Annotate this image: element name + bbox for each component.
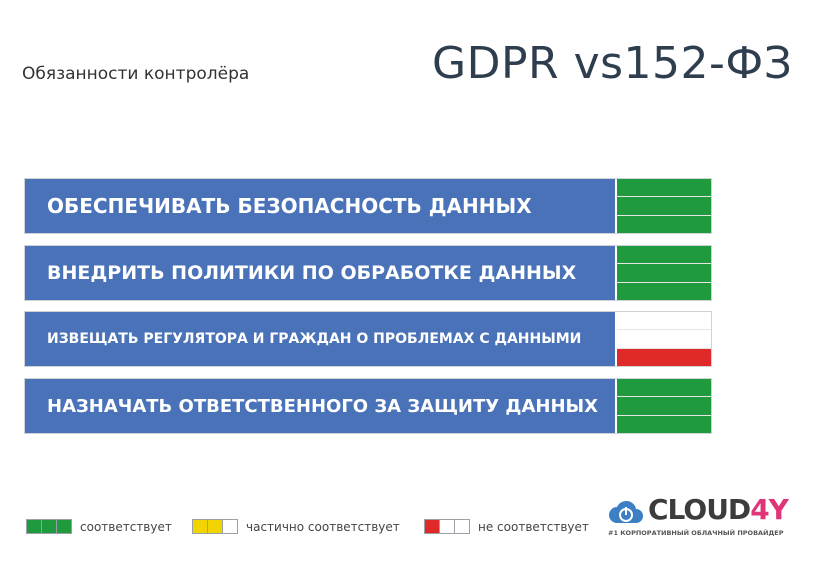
status-cell <box>617 415 711 433</box>
status-cell <box>617 179 711 198</box>
status-indicator <box>615 179 711 233</box>
obligation-row: ИЗВЕЩАТЬ РЕГУЛЯТОРА И ГРАЖДАН О ПРОБЛЕМА… <box>24 311 712 367</box>
legend-item-compliant: соответствует <box>26 519 172 534</box>
page-title: GDPR vs152-ФЗ <box>432 38 793 89</box>
status-cell <box>617 348 711 366</box>
obligation-row: НАЗНАЧАТЬ ОТВЕТСТВЕННОГО ЗА ЗАЩИТУ ДАННЫ… <box>24 378 712 434</box>
obligation-label: НАЗНАЧАТЬ ОТВЕТСТВЕННОГО ЗА ЗАЩИТУ ДАННЫ… <box>25 379 615 433</box>
status-cell <box>617 215 711 233</box>
page-subtitle: Обязанности контролёра <box>22 64 250 84</box>
legend-swatch <box>26 519 72 534</box>
legend-item-partial: частично соответствует <box>192 519 400 534</box>
status-indicator <box>615 246 711 300</box>
status-cell <box>617 379 711 398</box>
status-cell <box>617 197 711 216</box>
status-cell <box>617 397 711 416</box>
obligation-label: ИЗВЕЩАТЬ РЕГУЛЯТОРА И ГРАЖДАН О ПРОБЛЕМА… <box>25 312 615 366</box>
obligation-label: ВНЕДРИТЬ ПОЛИТИКИ ПО ОБРАБОТКЕ ДАННЫХ <box>25 246 615 300</box>
logo-wordmark: CLOUD4Y <box>648 493 789 526</box>
status-cell <box>617 282 711 300</box>
logo-tagline: #1 КОРПОРАТИВНЫЙ ОБЛАЧНЫЙ ПРОВАЙДЕР <box>608 529 784 537</box>
status-cell <box>617 264 711 283</box>
status-cell <box>617 312 711 331</box>
legend-swatch <box>192 519 238 534</box>
legend-swatch <box>424 519 470 534</box>
legend-label: частично соответствует <box>246 519 400 534</box>
cloud4y-logo: CLOUD4Y #1 КОРПОРАТИВНЫЙ ОБЛАЧНЫЙ ПРОВАЙ… <box>608 493 789 545</box>
legend-label: соответствует <box>80 519 172 534</box>
cloud-power-icon <box>609 500 643 523</box>
status-indicator <box>615 379 711 433</box>
legend-item-noncompliant: не соответствует <box>424 519 589 534</box>
status-cell <box>617 330 711 349</box>
obligation-label: ОБЕСПЕЧИВАТЬ БЕЗОПАСНОСТЬ ДАННЫХ <box>25 179 615 233</box>
status-indicator <box>615 312 711 366</box>
legend-label: не соответствует <box>478 519 589 534</box>
obligation-row: ВНЕДРИТЬ ПОЛИТИКИ ПО ОБРАБОТКЕ ДАННЫХ <box>24 245 712 301</box>
obligation-row: ОБЕСПЕЧИВАТЬ БЕЗОПАСНОСТЬ ДАННЫХ <box>24 178 712 234</box>
status-cell <box>617 246 711 265</box>
